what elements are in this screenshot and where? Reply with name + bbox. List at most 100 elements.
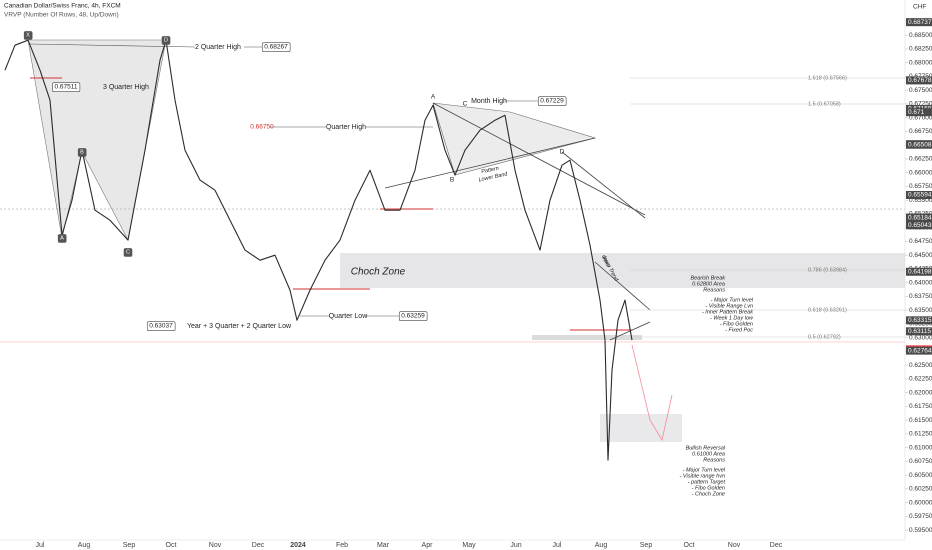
price-tag-label: 0.65184 bbox=[908, 214, 932, 221]
x-tick-label: Dec bbox=[252, 542, 265, 549]
price-tag bbox=[906, 267, 932, 276]
y-tick-label: 0.63000 bbox=[909, 334, 932, 341]
x-tick-label: Nov bbox=[209, 542, 222, 549]
x-tick-label: Aug bbox=[595, 542, 608, 549]
y-tick-label: 0.60250 bbox=[909, 486, 932, 493]
annotation: 0.618 (0.63261) bbox=[808, 307, 847, 313]
annotation: Month High bbox=[471, 98, 507, 105]
price-tag bbox=[906, 108, 932, 117]
label-box bbox=[146, 321, 176, 332]
price-tag bbox=[906, 327, 932, 336]
y-tick-label: 0.62000 bbox=[909, 389, 932, 396]
label-box bbox=[537, 96, 567, 107]
y-tick-label: 0.60000 bbox=[909, 499, 932, 506]
y-tick-label: 0.65750 bbox=[909, 183, 932, 190]
annotation: 0.62800 Area bbox=[692, 281, 725, 287]
x-tick-label: Dec bbox=[770, 542, 783, 549]
annotation: 1.5 (0.67058) bbox=[808, 101, 841, 107]
label-box bbox=[161, 36, 171, 45]
label-box bbox=[123, 248, 133, 257]
x-tick-label: Sep bbox=[640, 542, 653, 549]
annotation: - Week 1 Day low bbox=[710, 315, 754, 321]
x-tick-label: Oct bbox=[166, 542, 177, 549]
annotation: 0.63037 bbox=[149, 323, 173, 330]
annotation: Bullish Reversal bbox=[686, 445, 726, 451]
annotation: - Fibo Golden bbox=[692, 485, 725, 491]
price-tag bbox=[906, 140, 932, 149]
price-tag bbox=[906, 221, 932, 230]
trend-line bbox=[594, 261, 651, 311]
annotation: Reasons bbox=[703, 287, 725, 293]
annotation: A bbox=[60, 235, 64, 241]
annotation: 0.63259 bbox=[401, 313, 425, 320]
y-tick-label: 0.67500 bbox=[909, 87, 932, 94]
label-box bbox=[261, 42, 291, 53]
label-box bbox=[52, 82, 81, 93]
annotation: Pattern bbox=[481, 166, 500, 176]
price-tag bbox=[906, 76, 932, 85]
annotation: 2 Quarter High bbox=[195, 44, 241, 51]
price-tag-label: 0.63115 bbox=[908, 328, 931, 335]
y-tick-label: 0.68000 bbox=[909, 59, 932, 66]
y-tick-label: 0.67250 bbox=[909, 101, 932, 108]
x-tick-label: Aug bbox=[78, 542, 91, 549]
y-tick-label: 0.61500 bbox=[909, 417, 932, 424]
price-tag-label: 0.62764 bbox=[908, 347, 932, 354]
price-tag bbox=[906, 213, 932, 222]
y-tick-label: 0.60750 bbox=[909, 458, 932, 465]
annotation: B bbox=[450, 177, 454, 184]
price-tag-label: 0.68737 bbox=[908, 19, 932, 26]
price-tag-label: 0.65594 bbox=[908, 192, 932, 199]
chart-title: Canadian Dollar/Swiss Franc, 4h, FXCM bbox=[4, 3, 121, 10]
annotation: 0.67511 bbox=[54, 84, 77, 91]
y-tick-label: 0.60500 bbox=[909, 472, 932, 479]
y-tick-label: 0.64500 bbox=[909, 252, 932, 259]
x-tick-label: Apr bbox=[422, 542, 434, 549]
annotation: X bbox=[26, 32, 30, 38]
annotation: 0.68267 bbox=[264, 44, 288, 51]
annotation: - Choch Zone bbox=[692, 491, 725, 497]
x-tick-label: Feb bbox=[336, 542, 348, 549]
trend-line bbox=[432, 102, 646, 216]
y-tick-label: 0.62500 bbox=[909, 362, 932, 369]
y-tick-label: 0.61250 bbox=[909, 431, 932, 438]
annotation: - Inner Pattern Break bbox=[702, 309, 753, 315]
y-tick-label: 0.68250 bbox=[909, 46, 932, 53]
x-tick-label: 2024 bbox=[290, 542, 306, 549]
choch-zone bbox=[340, 253, 905, 288]
y-tick-label: 0.67000 bbox=[909, 114, 932, 121]
x-tick-label: Sep bbox=[123, 542, 136, 549]
annotation: Inner bbox=[600, 255, 612, 270]
projection-path bbox=[631, 344, 673, 442]
price-tag bbox=[906, 316, 932, 325]
trend-line bbox=[384, 137, 596, 189]
x-tick-label: Oct bbox=[684, 542, 695, 549]
annotation: D bbox=[164, 37, 168, 43]
annotation: A bbox=[431, 94, 436, 101]
price-tag bbox=[906, 190, 932, 199]
price-tag-label: 0.65043 bbox=[908, 222, 932, 229]
annotation: - pattern Target bbox=[688, 479, 726, 485]
annotation: 0.5 (0.62792) bbox=[808, 334, 841, 340]
poc-zone bbox=[532, 335, 642, 340]
annotation: 3 Quarter High bbox=[103, 84, 149, 91]
annotation: 0.786 (0.63984) bbox=[808, 267, 847, 273]
annotation: Bearish Break bbox=[690, 275, 725, 281]
annotation: Choch Zone bbox=[351, 267, 406, 278]
x-tick-label: Nov bbox=[728, 542, 741, 549]
annotation: Quarter High bbox=[326, 124, 366, 131]
annotation: 0.66750 bbox=[250, 124, 274, 131]
annotation: C bbox=[463, 101, 468, 108]
annotation: - Visible Range Lvn bbox=[705, 303, 753, 309]
y-tick-label: 0.64000 bbox=[909, 279, 932, 286]
annotation: D bbox=[560, 149, 565, 156]
price-tag-label: 0.67678 bbox=[908, 77, 932, 84]
y-tick-label: 0.61750 bbox=[909, 403, 932, 410]
y-tick-label: 0.66250 bbox=[909, 156, 932, 163]
x-tick-label: Jun bbox=[510, 542, 521, 549]
y-tick-label: 0.63500 bbox=[909, 307, 932, 314]
currency: CHF bbox=[913, 4, 926, 11]
price-tag-label: 0.64198 bbox=[908, 268, 932, 275]
